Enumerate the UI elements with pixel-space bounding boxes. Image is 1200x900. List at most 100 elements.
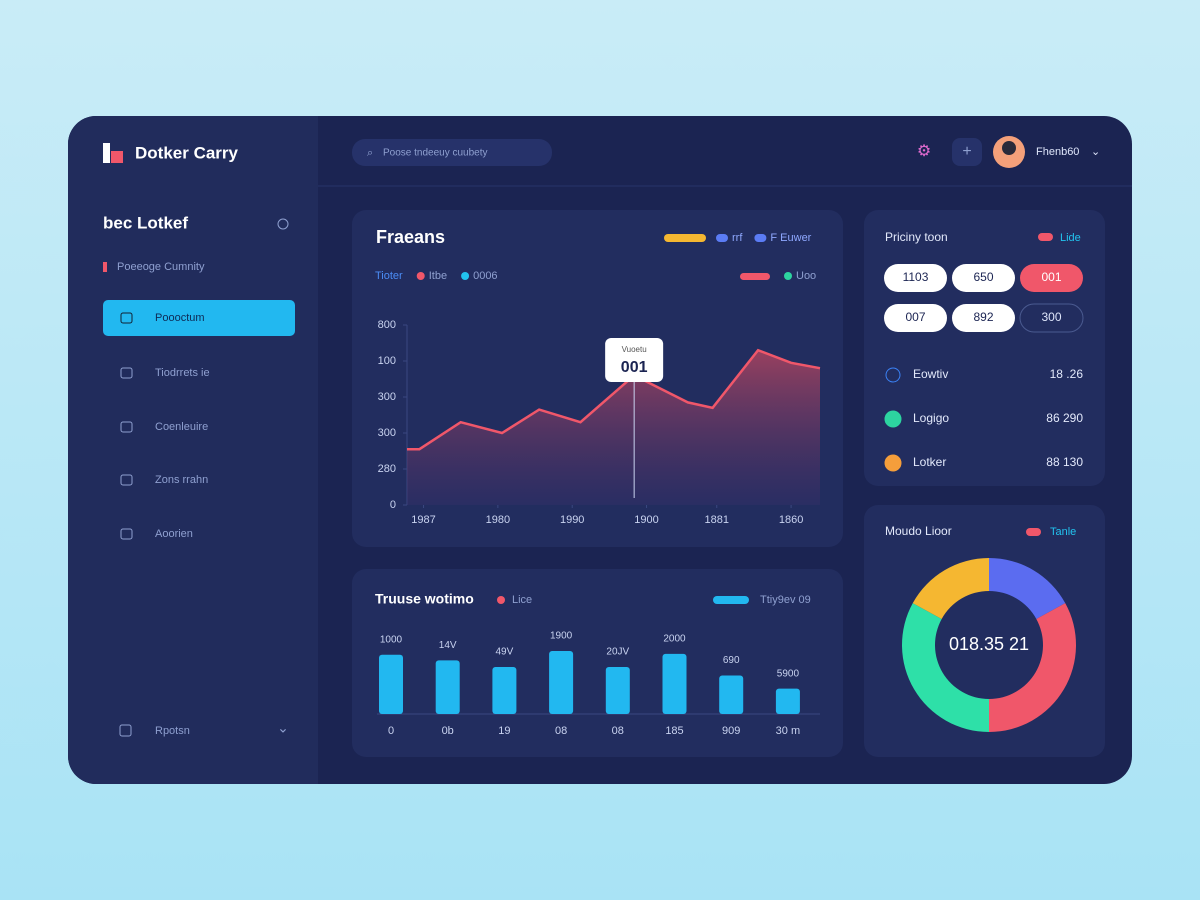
legend-label: Uoo bbox=[796, 270, 816, 282]
y-tick-label: 300 bbox=[378, 391, 396, 403]
legend-swatch bbox=[716, 234, 728, 242]
x-tick-label: 30 m bbox=[776, 725, 800, 737]
x-tick-label: 0 bbox=[388, 725, 394, 737]
pie-segment bbox=[912, 558, 989, 619]
tooltip-value: 001 bbox=[621, 359, 648, 376]
pricing-pill-text: 892 bbox=[973, 310, 993, 324]
x-tick-label: 1860 bbox=[779, 514, 803, 526]
nav-item[interactable]: Poooctum bbox=[155, 312, 205, 324]
tooltip bbox=[605, 338, 664, 382]
nav-active-bg bbox=[103, 300, 295, 336]
pricing-pill-text: 300 bbox=[1041, 310, 1061, 324]
bar bbox=[379, 654, 403, 714]
x-tick-label: 185 bbox=[665, 725, 683, 737]
notification-icon[interactable]: ⚙ bbox=[917, 143, 931, 160]
bar-annotation: 1900 bbox=[550, 631, 573, 642]
pricing-pill[interactable] bbox=[952, 304, 1015, 332]
nav-item[interactable]: Tiodrrets ie bbox=[155, 367, 210, 379]
pricing-panel bbox=[864, 210, 1105, 486]
bar bbox=[719, 675, 744, 714]
row-label: Eowtiv bbox=[913, 367, 948, 381]
sidebar-subtitle: Poeeoge Cumnity bbox=[117, 261, 205, 273]
nav-icon bbox=[120, 474, 133, 486]
pricing-pill[interactable] bbox=[1020, 264, 1083, 292]
area-line bbox=[407, 348, 821, 451]
y-tick-label: 280 bbox=[378, 463, 396, 475]
pricing-pill[interactable] bbox=[952, 264, 1015, 292]
pricing-pill[interactable] bbox=[884, 264, 947, 292]
user-menu-caret[interactable]: ⌄ bbox=[1091, 146, 1100, 158]
avatar-hair bbox=[1002, 141, 1016, 155]
x-tick-label: 08 bbox=[555, 725, 567, 737]
pricing-pill-text: 007 bbox=[905, 310, 925, 324]
bar-annotation: 20JV bbox=[606, 647, 629, 658]
nav-icon bbox=[120, 421, 133, 433]
bar-annotation: 690 bbox=[723, 655, 740, 666]
row-value: 88 130 bbox=[1046, 455, 1083, 469]
row-label: Logigo bbox=[913, 411, 949, 425]
chart-title: Moudo Lioor bbox=[885, 524, 952, 538]
bar-annotation: 14V bbox=[439, 640, 457, 651]
add-icon: + bbox=[962, 143, 971, 160]
pricing-pill-text: 1103 bbox=[903, 270, 929, 284]
row-label: Lotker bbox=[913, 455, 946, 469]
legend-label: Lice bbox=[512, 594, 532, 606]
search-icon: ⌕ bbox=[367, 147, 373, 159]
legend-dot bbox=[461, 272, 470, 280]
pricing-pill-text: 650 bbox=[973, 270, 993, 284]
x-tick-label: 08 bbox=[612, 725, 624, 737]
brand: Dotker Carry bbox=[135, 143, 239, 162]
area-fill bbox=[407, 350, 820, 505]
chart-title: Truuse wotimo bbox=[375, 591, 474, 607]
logo bbox=[111, 151, 123, 163]
user-name[interactable]: Fhenb60 bbox=[1036, 146, 1079, 158]
legend-swatch bbox=[754, 234, 767, 242]
nav-icon bbox=[120, 367, 133, 379]
nav-item[interactable]: Coenleuire bbox=[155, 421, 208, 433]
chart-title: Fraeans bbox=[376, 227, 445, 247]
row-value: 86 290 bbox=[1046, 411, 1083, 425]
legend-label: Itbe bbox=[429, 270, 447, 282]
nav-item[interactable]: Aoorien bbox=[155, 528, 193, 540]
x-tick-label: 909 bbox=[722, 725, 740, 737]
legend-label: Tioter bbox=[375, 270, 403, 282]
legend-swatch bbox=[497, 596, 505, 604]
search-box[interactable] bbox=[352, 139, 552, 166]
pricing-legend-swatch bbox=[1038, 233, 1053, 241]
legend-swatch bbox=[1026, 528, 1041, 536]
pie-center-label: 018.35 21 bbox=[949, 634, 1029, 654]
add-button[interactable] bbox=[952, 138, 982, 166]
x-tick-label: 1990 bbox=[560, 514, 584, 526]
pricing-pill-text: 001 bbox=[1041, 270, 1061, 284]
nav-icon bbox=[120, 312, 133, 324]
logo bbox=[103, 143, 110, 163]
pricing-title: Priciny toon bbox=[885, 230, 948, 244]
legend-label: Tanle bbox=[1050, 526, 1076, 538]
footer-icon bbox=[119, 724, 132, 737]
bar bbox=[435, 660, 460, 714]
pie-segment bbox=[989, 558, 1066, 619]
legend-swatch bbox=[740, 273, 770, 280]
bar-annotation: 49V bbox=[496, 647, 514, 658]
pie-segment bbox=[902, 603, 989, 732]
y-tick-label: 800 bbox=[378, 319, 396, 331]
sidebar-title: bec Lotkef bbox=[103, 213, 188, 232]
sidebar-refresh[interactable] bbox=[277, 218, 289, 230]
sidebar-footer[interactable]: Rpotsn bbox=[155, 725, 190, 737]
pricing-pill[interactable] bbox=[884, 304, 947, 332]
x-tick-label: 1987 bbox=[411, 514, 435, 526]
footer-caret[interactable]: ⌄ bbox=[277, 720, 289, 736]
x-tick-label: 0b bbox=[442, 725, 454, 737]
row-value: 18 .26 bbox=[1050, 367, 1084, 381]
pricing-pill[interactable] bbox=[1019, 303, 1084, 333]
legend-swatch bbox=[713, 596, 749, 604]
row-dot bbox=[885, 367, 901, 383]
sidebar bbox=[68, 116, 318, 784]
y-tick-label: 100 bbox=[378, 355, 396, 367]
bar-annotation: 2000 bbox=[663, 633, 686, 644]
nav-item[interactable]: Zons rrahn bbox=[155, 474, 208, 486]
legend-label: Ttiy9ev 09 bbox=[760, 594, 811, 606]
x-tick-label: 19 bbox=[498, 725, 510, 737]
legend-label: F Euwer bbox=[770, 232, 811, 244]
